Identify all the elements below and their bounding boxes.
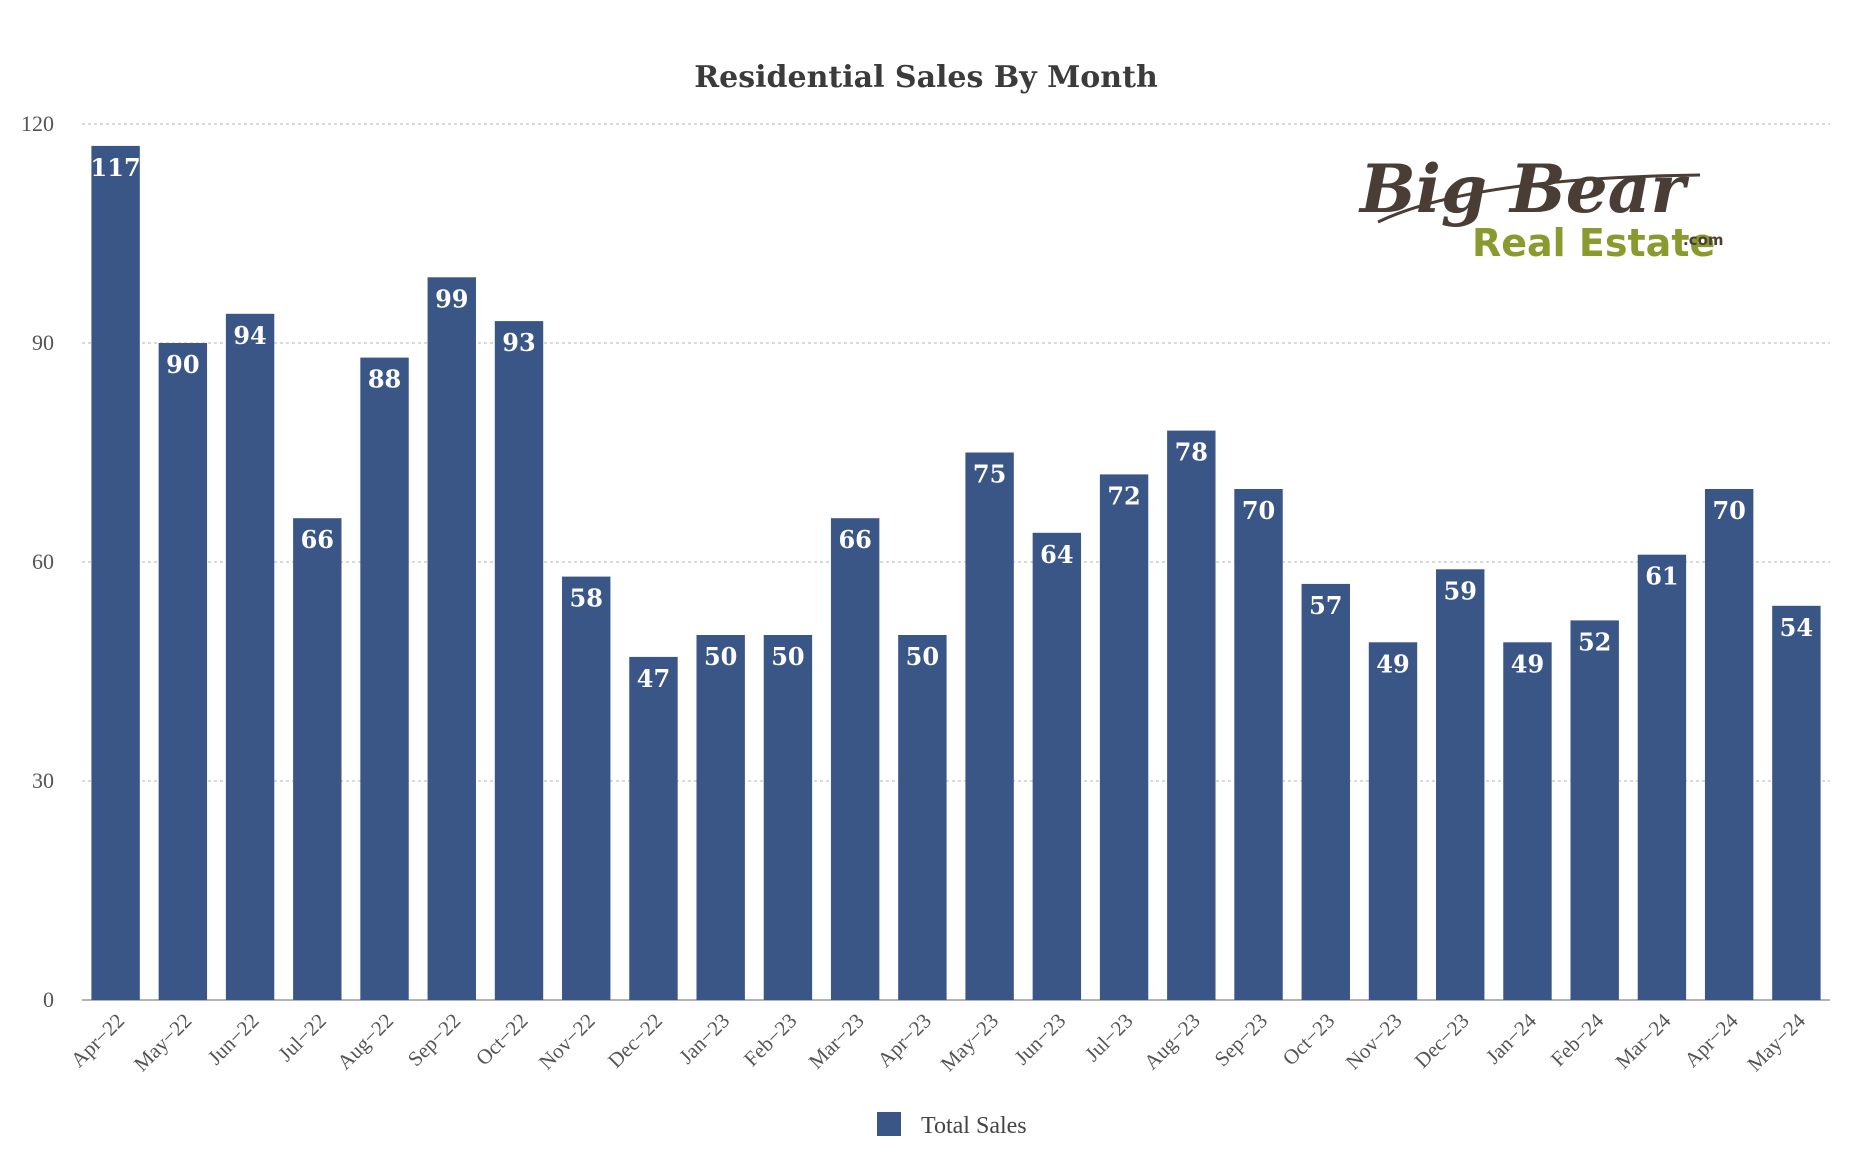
- bar: [1167, 430, 1216, 1001]
- data-label: 49: [1376, 649, 1409, 678]
- bar: [427, 277, 476, 1000]
- data-label: 59: [1444, 576, 1477, 605]
- data-label: 58: [570, 584, 603, 613]
- data-label: 49: [1511, 649, 1544, 678]
- x-tick-label: Aug−22: [332, 1009, 398, 1075]
- data-label: 70: [1712, 496, 1745, 525]
- x-tick-label: Oct−23: [1278, 1009, 1340, 1071]
- logo-line1: Big Bear: [1358, 150, 1690, 228]
- bar: [225, 313, 275, 1000]
- y-tick-label: 0: [43, 987, 54, 1012]
- x-tick-label: Sep−23: [1210, 1009, 1272, 1071]
- x-tick-label: Dec−22: [603, 1009, 667, 1073]
- data-label: 72: [1107, 481, 1140, 510]
- bars: 117 90 94 66 88 99 93 58 47 50 50 66 50 75 64 72 78 70 57 4…: [91, 145, 1821, 1001]
- x-tick-label: May−23: [936, 1009, 1003, 1076]
- x-tick-label: Jul−22: [273, 1009, 331, 1067]
- data-label: 64: [1040, 540, 1073, 569]
- data-label: 50: [704, 642, 737, 671]
- data-label: 57: [1309, 591, 1342, 620]
- bar: [1234, 489, 1283, 1000]
- bar: [562, 576, 611, 1000]
- bar: [629, 656, 678, 1000]
- bar: [1503, 642, 1552, 1000]
- legend-swatch: [877, 1112, 901, 1136]
- bar: [1637, 554, 1687, 1000]
- x-tick-label: Jan−23: [674, 1009, 734, 1069]
- data-label: 50: [906, 642, 939, 671]
- bar: [1301, 583, 1350, 1000]
- bar: [1032, 532, 1082, 1000]
- data-label: 66: [838, 525, 871, 554]
- data-label: 54: [1780, 613, 1813, 642]
- data-label: 47: [637, 664, 670, 693]
- x-tick-label: Apr−22: [66, 1009, 129, 1072]
- x-tick-label: Mar−23: [804, 1009, 869, 1074]
- data-label: 61: [1645, 562, 1678, 591]
- x-tick-label: May−24: [1743, 1008, 1811, 1076]
- x-tick-label: Dec−23: [1410, 1009, 1474, 1073]
- x-tick-label: Jun−22: [203, 1009, 264, 1070]
- data-label: 90: [166, 350, 199, 379]
- data-label: 70: [1242, 496, 1275, 525]
- bar: [898, 635, 947, 1000]
- logo-swoosh-icon: [1377, 173, 1701, 224]
- logo-line2: Real Estate: [1472, 221, 1715, 265]
- y-tick-label: 60: [32, 549, 54, 574]
- bar: [494, 321, 544, 1001]
- bar: [1772, 605, 1821, 1000]
- data-label: 94: [233, 321, 266, 350]
- bar: [763, 635, 813, 1000]
- legend: Total Sales: [877, 1112, 1027, 1139]
- x-tick-label: Jan−24: [1481, 1008, 1541, 1068]
- bar: [360, 357, 409, 1001]
- x-tick-label: May−22: [129, 1009, 196, 1076]
- x-tick-label: Oct−22: [471, 1009, 533, 1071]
- data-label: 50: [771, 642, 804, 671]
- data-label: 75: [973, 460, 1006, 489]
- x-tick-label: Apr−23: [873, 1009, 936, 1072]
- chart-title: Residential Sales By Month: [694, 60, 1158, 95]
- bar: [293, 518, 342, 1000]
- data-label: 88: [368, 365, 401, 394]
- legend-label: Total Sales: [921, 1113, 1027, 1139]
- data-label: 52: [1578, 627, 1611, 656]
- bar: [696, 635, 745, 1000]
- bar: [91, 145, 140, 1000]
- x-axis-ticks: Apr−22 May−22 Jun−22 Jul−22 Aug−22 Sep−22 Oct−…: [66, 1008, 1810, 1076]
- x-tick-label: Nov−22: [534, 1009, 600, 1075]
- data-label: 117: [91, 153, 141, 182]
- x-tick-label: Jul−23: [1080, 1009, 1138, 1067]
- x-tick-label: Mar−24: [1611, 1008, 1676, 1073]
- x-tick-label: Apr−24: [1679, 1008, 1743, 1072]
- x-tick-label: Feb−23: [739, 1009, 801, 1071]
- data-label: 66: [301, 525, 334, 554]
- bar: [1436, 569, 1485, 1000]
- data-label: 93: [502, 328, 535, 357]
- x-tick-label: Sep−22: [403, 1009, 465, 1071]
- y-tick-label: 120: [21, 111, 54, 136]
- bar: [1368, 642, 1418, 1000]
- y-axis-ticks: 0 30 60 90 120: [21, 111, 54, 1012]
- bar: [1704, 489, 1754, 1000]
- bar: [965, 452, 1014, 1000]
- bar: [830, 518, 880, 1000]
- brand-logo: Big Bear Real Estate .com: [1358, 150, 1724, 265]
- data-label: 78: [1175, 438, 1208, 467]
- y-tick-label: 90: [32, 330, 54, 355]
- bar: [1099, 474, 1149, 1000]
- logo-suffix: .com: [1683, 231, 1724, 249]
- x-tick-label: Nov−23: [1341, 1009, 1407, 1075]
- bar: [158, 343, 208, 1000]
- x-tick-label: Feb−24: [1546, 1008, 1609, 1071]
- y-tick-label: 30: [32, 768, 54, 793]
- x-tick-label: Jun−23: [1010, 1009, 1071, 1070]
- data-label: 99: [435, 284, 468, 313]
- x-tick-label: Aug−23: [1139, 1009, 1205, 1075]
- bar: [1570, 620, 1619, 1000]
